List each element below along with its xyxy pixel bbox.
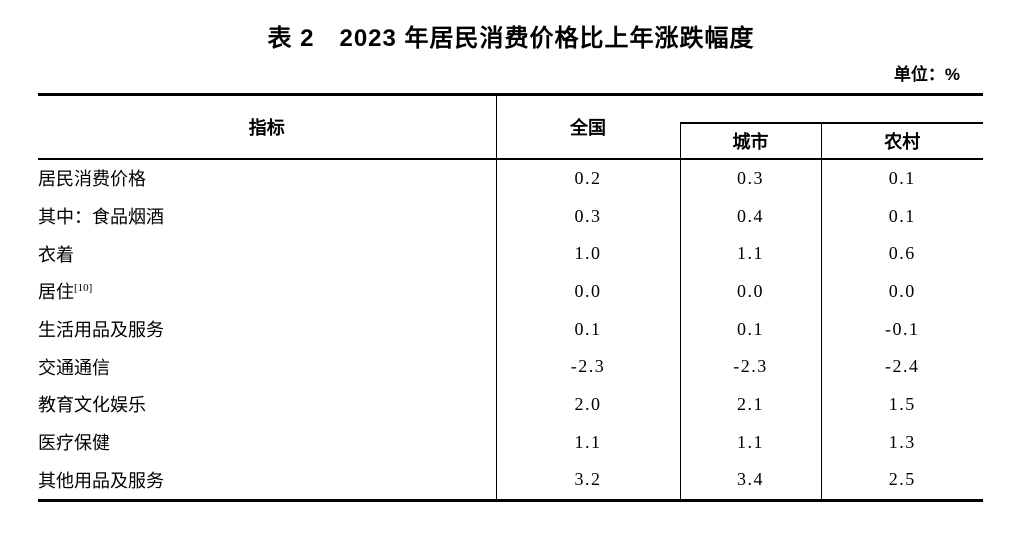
table-row: 其他用品及服务 3.2 3.4 2.5: [38, 461, 983, 501]
national-value: 0.3: [496, 197, 681, 235]
header-rural: 农村: [821, 121, 983, 160]
rural-value: 1.5: [888, 393, 916, 414]
rural-value: 0.1: [888, 205, 916, 226]
urban-value: 0.4: [680, 197, 822, 235]
urban-value: 0.1: [680, 310, 822, 348]
national-value: 0.0: [496, 272, 681, 311]
table-row: 居民消费价格 0.2 0.3 0.1: [38, 158, 983, 198]
national-value: 0.2: [496, 158, 681, 198]
table-row: 衣着 1.0 1.1 0.6: [38, 234, 983, 273]
table-row: 其中：食品烟酒 0.3 0.4 0.1: [38, 197, 983, 235]
row-label: 居民消费价格: [38, 158, 497, 198]
footnote-ref: [10]: [74, 282, 93, 295]
rural-value: -0.1: [885, 318, 920, 339]
national-value: 2.0: [496, 385, 681, 424]
national-value: 1.1: [496, 423, 681, 461]
rural-value: 0.0: [888, 280, 916, 301]
urban-value: 2.1: [680, 385, 822, 424]
header-urban: 城市: [679, 121, 822, 160]
table-row: 居住[10] 0.0 0.0 0.0: [38, 272, 983, 311]
urban-value: 0.3: [680, 158, 822, 198]
page-title: 表 2 2023 年居民消费价格比上年涨跌幅度: [267, 25, 755, 52]
table-row: 交通通信 -2.3 -2.3 -2.4: [38, 347, 983, 386]
row-label: 教育文化娱乐: [38, 385, 497, 424]
unit-label: 单位：%: [893, 65, 960, 84]
national-value: 1.0: [496, 234, 681, 273]
row-label: 衣着: [38, 234, 497, 273]
table-row: 生活用品及服务 0.1 0.1 -0.1: [38, 310, 983, 348]
national-value: 0.1: [496, 310, 681, 348]
table-row: 医疗保健 1.1 1.1 1.3: [38, 423, 983, 461]
national-value: -2.3: [496, 347, 681, 386]
table-subheader-row: 城市 农村: [38, 121, 983, 160]
table-row: 教育文化娱乐 2.0 2.1 1.5: [38, 385, 983, 424]
table-header-row: 指标 全国: [38, 94, 983, 160]
row-label: 交通通信: [38, 347, 497, 386]
row-label-text: 居住: [38, 282, 74, 303]
rural-value: 2.5: [888, 469, 916, 490]
rural-value: 0.6: [888, 243, 916, 264]
urban-value: 1.1: [680, 423, 822, 461]
urban-value: 1.1: [680, 234, 822, 273]
header-indicator: 指标: [38, 94, 497, 160]
row-label: 其中：食品烟酒: [38, 197, 497, 235]
row-label: 生活用品及服务: [38, 310, 497, 348]
rural-value: 0.1: [888, 167, 916, 188]
row-label: 其他用品及服务: [38, 461, 497, 501]
urban-value: -2.3: [680, 347, 822, 386]
cpi-table: 指标 全国 城市 农村 居民消费价格 0.2 0.3 0.1 其中：食品烟酒 0…: [38, 93, 983, 502]
row-label: 居住[10]: [38, 272, 497, 311]
header-national: 全国: [496, 94, 680, 160]
row-label: 医疗保健: [38, 423, 497, 461]
header-spacer-cell: [680, 94, 983, 124]
rural-value: -2.4: [885, 356, 920, 377]
urban-value: 0.0: [680, 272, 822, 311]
rural-value: 1.3: [888, 431, 916, 452]
urban-value: 3.4: [680, 461, 822, 501]
national-value: 3.2: [496, 461, 681, 501]
